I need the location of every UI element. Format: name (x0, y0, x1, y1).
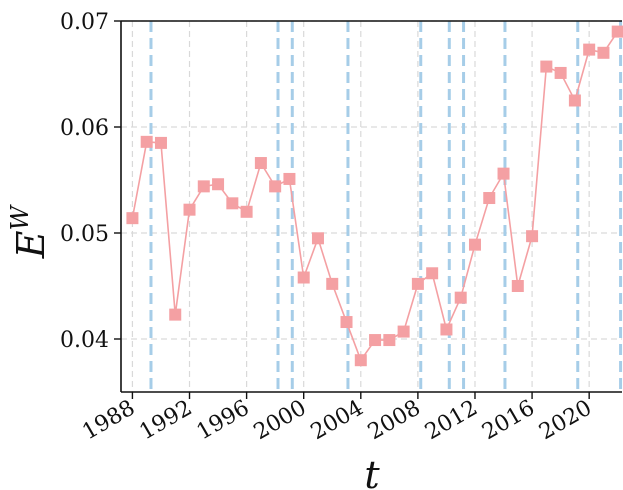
data-point (183, 203, 196, 216)
data-point (126, 212, 139, 225)
axes (114, 20, 622, 399)
svg-text:EW: EW (6, 203, 53, 259)
data-point (583, 43, 596, 56)
data-point (283, 172, 296, 185)
data-point (226, 197, 239, 210)
x-tick-label: 1996 (193, 396, 254, 446)
x-tick-label: 2004 (307, 396, 368, 446)
x-tick-label: 1988 (78, 396, 139, 446)
data-point (297, 271, 310, 284)
x-tick-label: 2012 (421, 396, 482, 446)
data-point (311, 232, 324, 245)
data-point (483, 192, 496, 205)
tick-labels: 0.04 0.05 0.06 0.07 198819921996200020042008… (60, 10, 596, 445)
data-point (511, 280, 524, 292)
x-tick-label: 1992 (136, 396, 197, 446)
data-point (140, 135, 153, 148)
data-point (597, 46, 610, 59)
data-point (454, 291, 467, 304)
y-axis-label-superscript: W (6, 203, 34, 230)
data-point (568, 94, 581, 107)
x-tick-label: 2008 (364, 396, 425, 446)
data-point (197, 180, 210, 193)
data-point (397, 325, 410, 338)
y-tick-label: 0.05 (60, 222, 109, 247)
x-tick-label: 2020 (535, 396, 596, 446)
data-point (411, 277, 424, 290)
series-line (131, 31, 619, 362)
data-point (554, 66, 567, 79)
data-point (254, 157, 267, 170)
y-axis-label-base: E (9, 230, 53, 259)
data-point (526, 230, 539, 243)
x-tick-label: 2000 (250, 396, 311, 446)
data-point (240, 205, 253, 218)
x-tick-label: 2016 (478, 396, 539, 446)
data-point (426, 267, 439, 280)
data-point (497, 167, 510, 180)
data-point (369, 334, 382, 347)
data-point (169, 308, 182, 321)
y-tick-label: 0.04 (60, 328, 109, 353)
x-axis-label: t (364, 453, 380, 490)
data-point (212, 178, 225, 191)
data-point (440, 323, 453, 336)
data-point (340, 316, 353, 329)
y-tick-label: 0.06 (60, 116, 109, 141)
data-point (354, 354, 367, 367)
data-point (269, 180, 282, 193)
data-point (326, 277, 339, 290)
data-point (540, 60, 553, 73)
data-point (468, 238, 481, 251)
series (126, 25, 623, 367)
data-point (611, 25, 623, 38)
data-point (383, 334, 396, 347)
y-axis-label: EW (6, 203, 53, 259)
y-tick-label: 0.07 (60, 10, 109, 35)
data-point (154, 136, 167, 149)
